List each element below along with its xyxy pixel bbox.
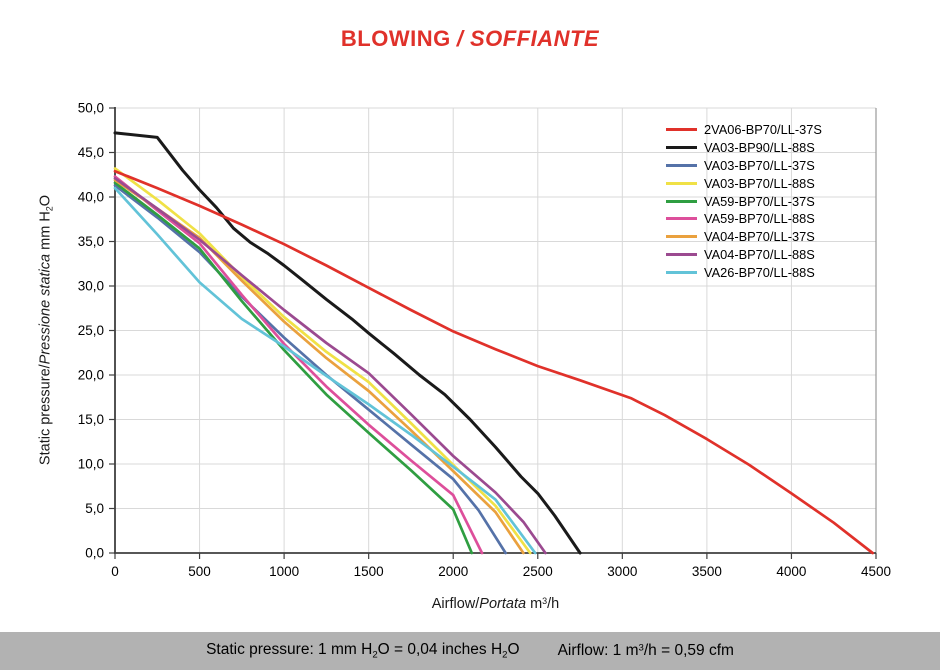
legend-item: VA03-BP70/LL-88S <box>666 174 822 192</box>
legend-swatch <box>666 270 697 274</box>
x-tick-label: 3000 <box>607 564 637 579</box>
y-tick-label: 5,0 <box>85 501 104 516</box>
legend-label: VA03-BP90/LL-88S <box>704 140 815 156</box>
legend-label: VA59-BP70/LL-37S <box>704 193 815 209</box>
y-tick-label: 10,0 <box>78 457 104 472</box>
conversion-footer: Static pressure: 1 mm H2O = 0,04 inches … <box>0 632 940 670</box>
y-axis-unit-suffix: O <box>37 194 54 207</box>
legend-item: VA26-BP70/LL-88S <box>666 263 822 281</box>
y-tick-label: 30,0 <box>78 279 104 294</box>
y-tick-label: 50,0 <box>78 101 104 116</box>
series-line-VA59-BP70/LL-88S <box>113 175 484 555</box>
series-line-VA59-BP70/LL-37S <box>113 181 474 555</box>
legend-swatch <box>666 181 697 185</box>
legend-swatch <box>666 252 697 256</box>
legend-label: VA03-BP70/LL-37S <box>704 157 815 173</box>
x-tick-label: 500 <box>188 564 211 579</box>
title-english: BLOWING <box>340 26 451 51</box>
legend-swatch <box>666 199 697 203</box>
legend-item: VA59-BP70/LL-88S <box>666 210 822 228</box>
legend-swatch <box>666 146 697 150</box>
y-tick-label: 40,0 <box>78 190 104 205</box>
legend-label: VA26-BP70/LL-88S <box>704 264 815 280</box>
legend-item: 2VA06-BP70/LL-37S <box>666 121 822 139</box>
x-axis-unit-suffix: /h <box>547 596 560 613</box>
y-tick-label: 25,0 <box>78 323 104 338</box>
legend-label: VA04-BP70/LL-37S <box>704 229 815 245</box>
legend-item: VA59-BP70/LL-37S <box>666 192 822 210</box>
x-tick-label: 2500 <box>523 564 553 579</box>
y-axis-title: Static pressure/Pressione statica mm H2O <box>37 195 54 465</box>
x-tick-label: 3500 <box>692 564 722 579</box>
page-title: BLOWING / SOFFIANTE <box>0 26 940 52</box>
chart-legend: 2VA06-BP70/LL-37S VA03-BP90/LL-88S VA03-BP… <box>666 121 822 281</box>
series-line-2VA06-BP70/LL-37S <box>113 169 874 555</box>
y-axis-title-it: Pressione statica <box>37 253 54 365</box>
x-tick-label: 2000 <box>438 564 468 579</box>
legend-label: VA03-BP70/LL-88S <box>704 175 815 191</box>
x-axis-unit: m <box>526 596 543 613</box>
series-line-VA04-BP70/LL-37S <box>113 178 525 555</box>
y-tick-label: 45,0 <box>78 145 104 160</box>
pressure-airflow-chart: 50,0 45,0 40,0 35,0 30,0 25,0 20,0 15,0 10,0 5,0 0… <box>78 101 891 580</box>
y-tick-label: 15,0 <box>78 412 104 427</box>
x-tick-label: 1500 <box>354 564 384 579</box>
legend-label: VA59-BP70/LL-88S <box>704 211 815 227</box>
legend-swatch <box>666 128 697 132</box>
legend-swatch <box>666 217 697 221</box>
x-tick-label: 4000 <box>776 564 806 579</box>
series-line-VA04-BP70/LL-88S <box>113 176 547 555</box>
legend-item: VA03-BP70/LL-37S <box>666 157 822 175</box>
footer-airflow-conversion: Airflow: 1 m3/h = 0,59 cfm <box>557 642 734 659</box>
x-axis-unit-sup: 3 <box>542 596 548 606</box>
legend-swatch <box>666 235 697 239</box>
footer-static-pressure-conversion: Static pressure: 1 mm H2O = 0,04 inches … <box>206 641 520 661</box>
legend-label: 2VA06-BP70/LL-37S <box>704 122 822 138</box>
legend-swatch <box>666 163 697 167</box>
title-italian: / SOFFIANTE <box>456 26 600 51</box>
legend-item: VA03-BP90/LL-88S <box>666 139 822 157</box>
series-line-VA26-BP70/LL-88S <box>113 186 537 555</box>
x-axis-title: Airflow/Portata m3/h <box>115 596 876 612</box>
y-tick-label: 0,0 <box>85 546 104 561</box>
y-axis-unit: mm H <box>37 211 54 254</box>
y-tick-label: 35,0 <box>78 234 104 249</box>
y-tick-label: 20,0 <box>78 368 104 383</box>
x-axis-title-en: Airflow/ <box>431 596 480 613</box>
x-tick-label: 0 <box>111 564 119 579</box>
series-line-VA03-BP90/LL-88S <box>113 131 582 555</box>
legend-label: VA04-BP70/LL-88S <box>704 246 815 262</box>
x-tick-label: 4500 <box>861 564 891 579</box>
x-tick-label: 1000 <box>269 564 299 579</box>
y-axis-unit-sub: 2 <box>44 206 55 212</box>
x-axis-title-it: Portata <box>479 596 527 613</box>
legend-item: VA04-BP70/LL-88S <box>666 246 822 264</box>
legend-item: VA04-BP70/LL-37S <box>666 228 822 246</box>
y-axis-title-en: Static pressure/ <box>37 364 54 466</box>
